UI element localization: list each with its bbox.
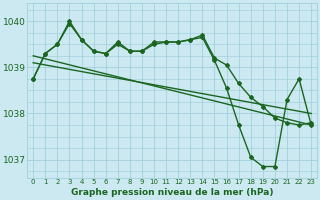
- X-axis label: Graphe pression niveau de la mer (hPa): Graphe pression niveau de la mer (hPa): [71, 188, 274, 197]
